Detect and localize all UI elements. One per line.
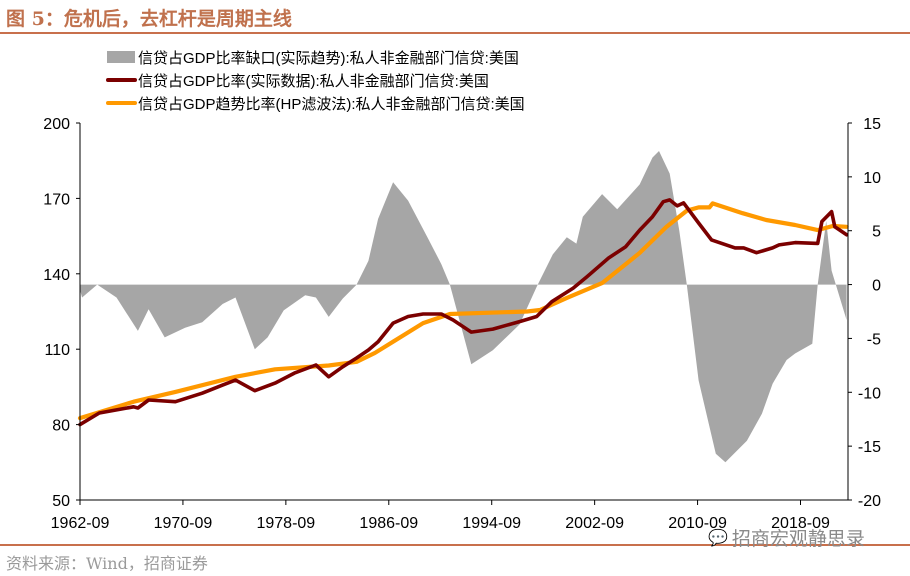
y-left-tick-label: 50 bbox=[52, 493, 70, 510]
x-tick-label: 1970-09 bbox=[154, 515, 213, 532]
x-tick-label: 2010-09 bbox=[668, 515, 727, 532]
gap-area bbox=[80, 151, 847, 463]
gap-area-layer bbox=[80, 151, 847, 463]
y-right-tick-label: 0 bbox=[872, 278, 881, 295]
figure-title: 图 5：危机后，去杠杆是周期主线 bbox=[6, 8, 292, 30]
y-right-tick-label: 10 bbox=[863, 170, 881, 187]
watermark-text: 招商宏观静思录 bbox=[731, 529, 865, 550]
y-left-tick-label: 80 bbox=[52, 418, 70, 435]
trend-line bbox=[77, 201, 849, 421]
footer-divider bbox=[0, 544, 910, 546]
y-right-tick-label: -15 bbox=[858, 439, 881, 456]
y-right-tick-label: -20 bbox=[858, 493, 881, 510]
watermark: 💬 招商宏观静思录 bbox=[708, 524, 865, 551]
lines-layer bbox=[77, 198, 849, 427]
axes: 50 80 110 140 170 200 -20 -15 -10 -5 0 5 10 15 1962-09… bbox=[43, 116, 881, 532]
y-right-tick-label: 5 bbox=[872, 224, 881, 241]
y-left-tick-label: 170 bbox=[43, 191, 70, 208]
x-tick-label: 2002-09 bbox=[565, 515, 624, 532]
legend-label: 信贷占GDP比率缺口(实际趋势):私人非金融部门信贷:美国 bbox=[138, 50, 519, 67]
legend-swatch-gap bbox=[107, 51, 135, 63]
x-tick-label: 1994-09 bbox=[462, 515, 521, 532]
source-note: 资料来源：Wind，招商证券 bbox=[6, 554, 208, 573]
legend: 信贷占GDP比率缺口(实际趋势):私人非金融部门信贷:美国信贷占GDP比率(实际… bbox=[106, 50, 525, 113]
wechat-icon: 💬 bbox=[708, 529, 728, 547]
title-divider bbox=[0, 32, 910, 34]
y-right-tick-label: -5 bbox=[867, 331, 881, 348]
legend-label: 信贷占GDP趋势比率(HP滤波法):私人非金融部门信贷:美国 bbox=[138, 96, 525, 113]
x-tick-label: 1962-09 bbox=[51, 515, 110, 532]
y-right-tick-label: 15 bbox=[863, 116, 881, 133]
x-tick-label: 1978-09 bbox=[256, 515, 315, 532]
y-left-tick-label: 200 bbox=[43, 116, 70, 133]
y-left-tick-label: 140 bbox=[43, 267, 70, 284]
actual-line bbox=[78, 198, 849, 427]
y-right-tick-label: -10 bbox=[858, 385, 881, 402]
x-tick-label: 1986-09 bbox=[359, 515, 418, 532]
legend-label: 信贷占GDP比率(实际数据):私人非金融部门信贷:美国 bbox=[138, 73, 489, 90]
y-left-tick-label: 110 bbox=[44, 342, 70, 359]
x-tick-label: 2018-09 bbox=[771, 515, 830, 532]
